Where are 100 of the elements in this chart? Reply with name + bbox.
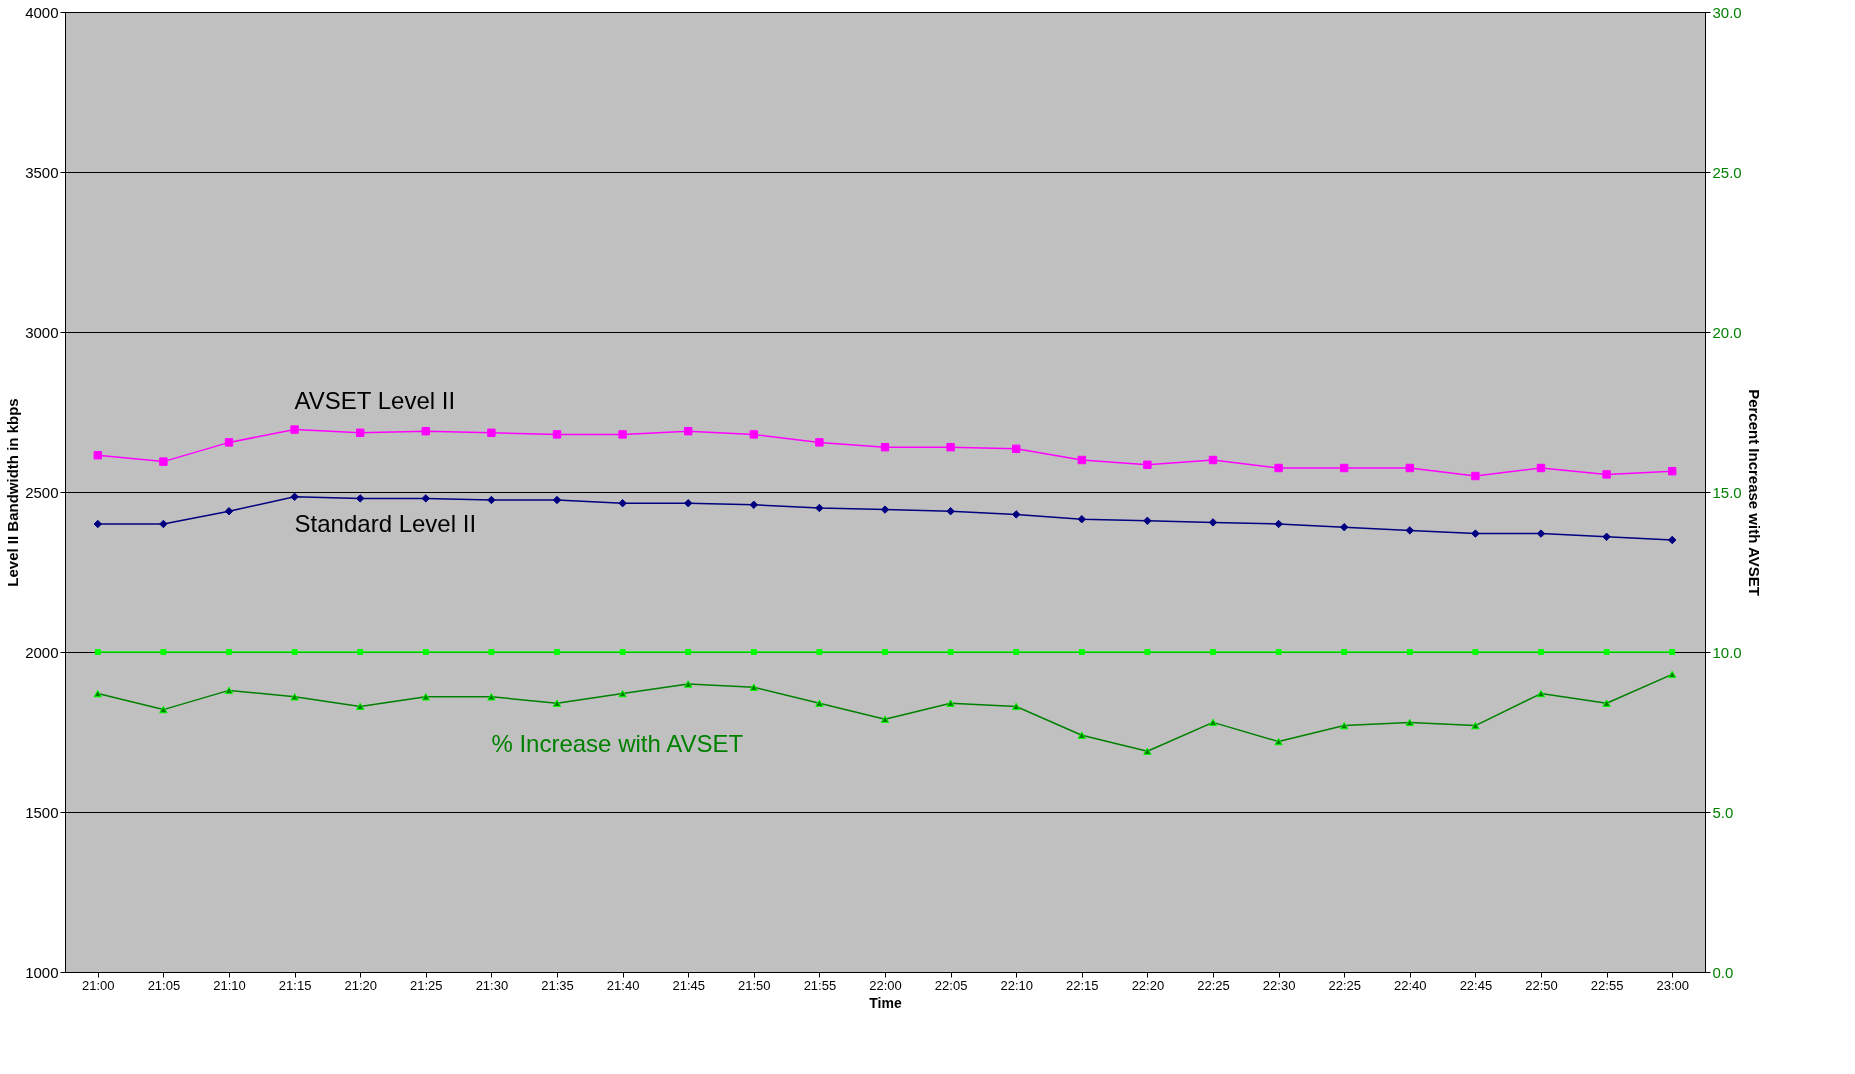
point — [421, 693, 431, 701]
point — [487, 428, 496, 438]
series-label: Standard Level II — [294, 509, 477, 537]
y2-tick-label: 15.0 — [1712, 483, 1742, 501]
point — [159, 705, 168, 714]
point — [291, 649, 298, 655]
point — [552, 699, 562, 707]
y-tick-label: 3000 — [25, 323, 59, 341]
point — [224, 506, 234, 516]
y-tick-label: 2000 — [25, 643, 59, 661]
point — [1011, 702, 1021, 711]
point — [1143, 516, 1152, 526]
point — [1339, 463, 1349, 473]
point — [1471, 721, 1480, 730]
point — [880, 715, 890, 723]
point — [290, 492, 299, 502]
point — [422, 649, 429, 655]
point — [1471, 529, 1480, 538]
point — [160, 649, 167, 655]
point — [1078, 649, 1085, 655]
point — [93, 519, 103, 529]
point — [355, 428, 365, 438]
y-tick-label: 3500 — [25, 163, 59, 181]
point — [159, 457, 168, 466]
point — [749, 683, 759, 691]
point — [421, 494, 431, 503]
point — [159, 519, 168, 529]
point — [815, 438, 824, 447]
point — [1602, 470, 1611, 479]
y-tick-label: 1500 — [25, 803, 59, 821]
series-label: AVSET Level II — [294, 386, 456, 414]
point — [1077, 731, 1087, 739]
x-tick-label: 22:50 — [1525, 977, 1558, 993]
x-tick-label: 21:50 — [738, 977, 771, 993]
point — [683, 680, 693, 688]
point — [1341, 649, 1348, 655]
point — [1538, 649, 1544, 655]
point — [1274, 463, 1283, 473]
point — [618, 430, 627, 439]
point — [1210, 649, 1216, 655]
point — [1208, 518, 1218, 527]
point — [1406, 649, 1413, 655]
x-tick-label: 21:35 — [541, 977, 574, 993]
point — [1667, 466, 1677, 476]
x-tick-label: 21:15 — [278, 977, 312, 993]
x-tick-label: 22:30 — [1262, 977, 1296, 993]
point — [421, 426, 431, 436]
point — [290, 425, 299, 434]
y2-tick-label: 0.0 — [1712, 963, 1734, 981]
x-tick-label: 22:20 — [1131, 977, 1165, 993]
point — [815, 699, 824, 707]
point — [683, 498, 693, 508]
point — [94, 649, 101, 655]
point — [1208, 718, 1218, 727]
point — [946, 506, 955, 516]
point — [355, 702, 365, 711]
x-tick-label: 22:55 — [1590, 977, 1624, 993]
point — [93, 689, 103, 698]
point — [880, 442, 890, 452]
point — [750, 649, 757, 655]
point — [815, 503, 824, 513]
x-tick-label: 21:05 — [147, 977, 181, 993]
point — [1274, 519, 1283, 529]
x-tick-label: 23:00 — [1656, 977, 1689, 993]
point — [1274, 737, 1283, 746]
point — [946, 699, 955, 707]
point — [554, 649, 560, 655]
x-tick-label: 22:05 — [934, 977, 968, 993]
x-axis-title: Time — [869, 994, 902, 1011]
point — [683, 426, 693, 436]
point — [749, 430, 759, 439]
point — [93, 450, 103, 460]
series-label: % Increase with AVSET — [491, 729, 744, 757]
point — [487, 495, 496, 505]
point — [290, 693, 299, 701]
x-tick-label: 21:40 — [606, 977, 640, 993]
point — [882, 649, 888, 655]
point — [1077, 514, 1087, 524]
point — [1339, 721, 1349, 730]
y-tick-label: 1000 — [25, 963, 59, 981]
y2-tick-label: 5.0 — [1712, 803, 1734, 821]
point — [1275, 649, 1282, 655]
point — [1669, 649, 1676, 655]
point — [1536, 689, 1546, 698]
point — [946, 442, 955, 452]
point — [1536, 529, 1546, 538]
point — [1405, 718, 1415, 727]
point — [1405, 463, 1415, 473]
point — [552, 430, 562, 439]
point — [1144, 649, 1151, 655]
point — [1011, 444, 1021, 454]
point — [1472, 649, 1479, 655]
y2-tick-label: 20.0 — [1712, 323, 1742, 341]
x-tick-label: 22:25 — [1328, 977, 1361, 993]
point — [1405, 526, 1415, 535]
point — [355, 494, 365, 503]
point — [749, 500, 759, 510]
y2-tick-label: 30.0 — [1712, 3, 1742, 21]
x-tick-label: 21:10 — [213, 977, 246, 993]
x-tick-label: 21:55 — [803, 977, 837, 993]
